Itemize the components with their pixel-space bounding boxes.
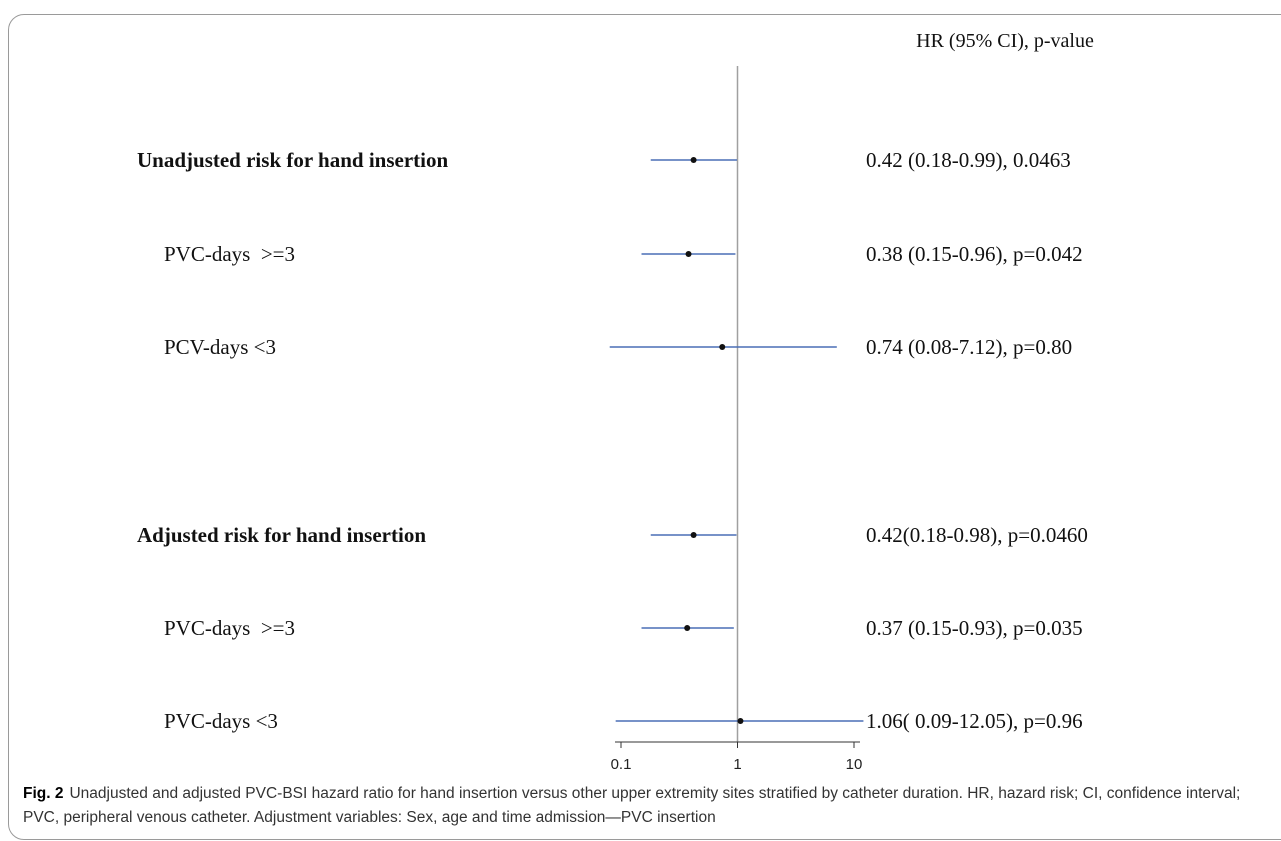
row-value-text: 1.06( 0.09-12.05), p=0.96 <box>866 709 1083 733</box>
row-value-text: 0.42 (0.18-0.99), 0.0463 <box>866 148 1071 172</box>
row-label: Unadjusted risk for hand insertion <box>137 148 448 172</box>
row-label: PCV-days <3 <box>164 335 276 359</box>
x-tick-label: 10 <box>846 756 863 773</box>
hr-point <box>690 532 697 538</box>
figure-caption: Fig. 2 Unadjusted and adjusted PVC-BSI ha… <box>23 782 1278 830</box>
hr-point <box>690 157 697 163</box>
row-label: PVC-days >=3 <box>164 616 295 640</box>
row-label: PVC-days <3 <box>164 709 278 733</box>
row-label: Adjusted risk for hand insertion <box>137 523 426 547</box>
hr-point <box>737 718 744 724</box>
hr-point <box>684 625 691 631</box>
figure-label: Fig. 2 <box>23 785 64 802</box>
hr-point <box>685 251 692 257</box>
row-value-text: 0.74 (0.08-7.12), p=0.80 <box>866 335 1072 359</box>
x-tick-label: 0.1 <box>611 756 632 773</box>
row-value-text: 0.38 (0.15-0.96), p=0.042 <box>866 242 1083 266</box>
x-axis-ticks: 0.1 1 10 <box>611 742 863 773</box>
figure-frame <box>8 14 1281 840</box>
row-label: PVC-days >=3 <box>164 242 295 266</box>
row-value-text: 0.37 (0.15-0.93), p=0.035 <box>866 616 1083 640</box>
forest-rows: Unadjusted risk for hand insertion 0.42 (… <box>137 148 1088 733</box>
forest-plot: HR (95% CI), p-value 0.1 1 10 Unadjusted r… <box>137 30 1094 773</box>
caption-text: Unadjusted and adjusted PVC-BSI hazard r… <box>23 785 1241 826</box>
row-value-text: 0.42(0.18-0.98), p=0.0460 <box>866 523 1088 547</box>
x-tick-label: 1 <box>733 756 741 773</box>
hr-point <box>719 344 726 350</box>
column-header: HR (95% CI), p-value <box>916 30 1094 52</box>
